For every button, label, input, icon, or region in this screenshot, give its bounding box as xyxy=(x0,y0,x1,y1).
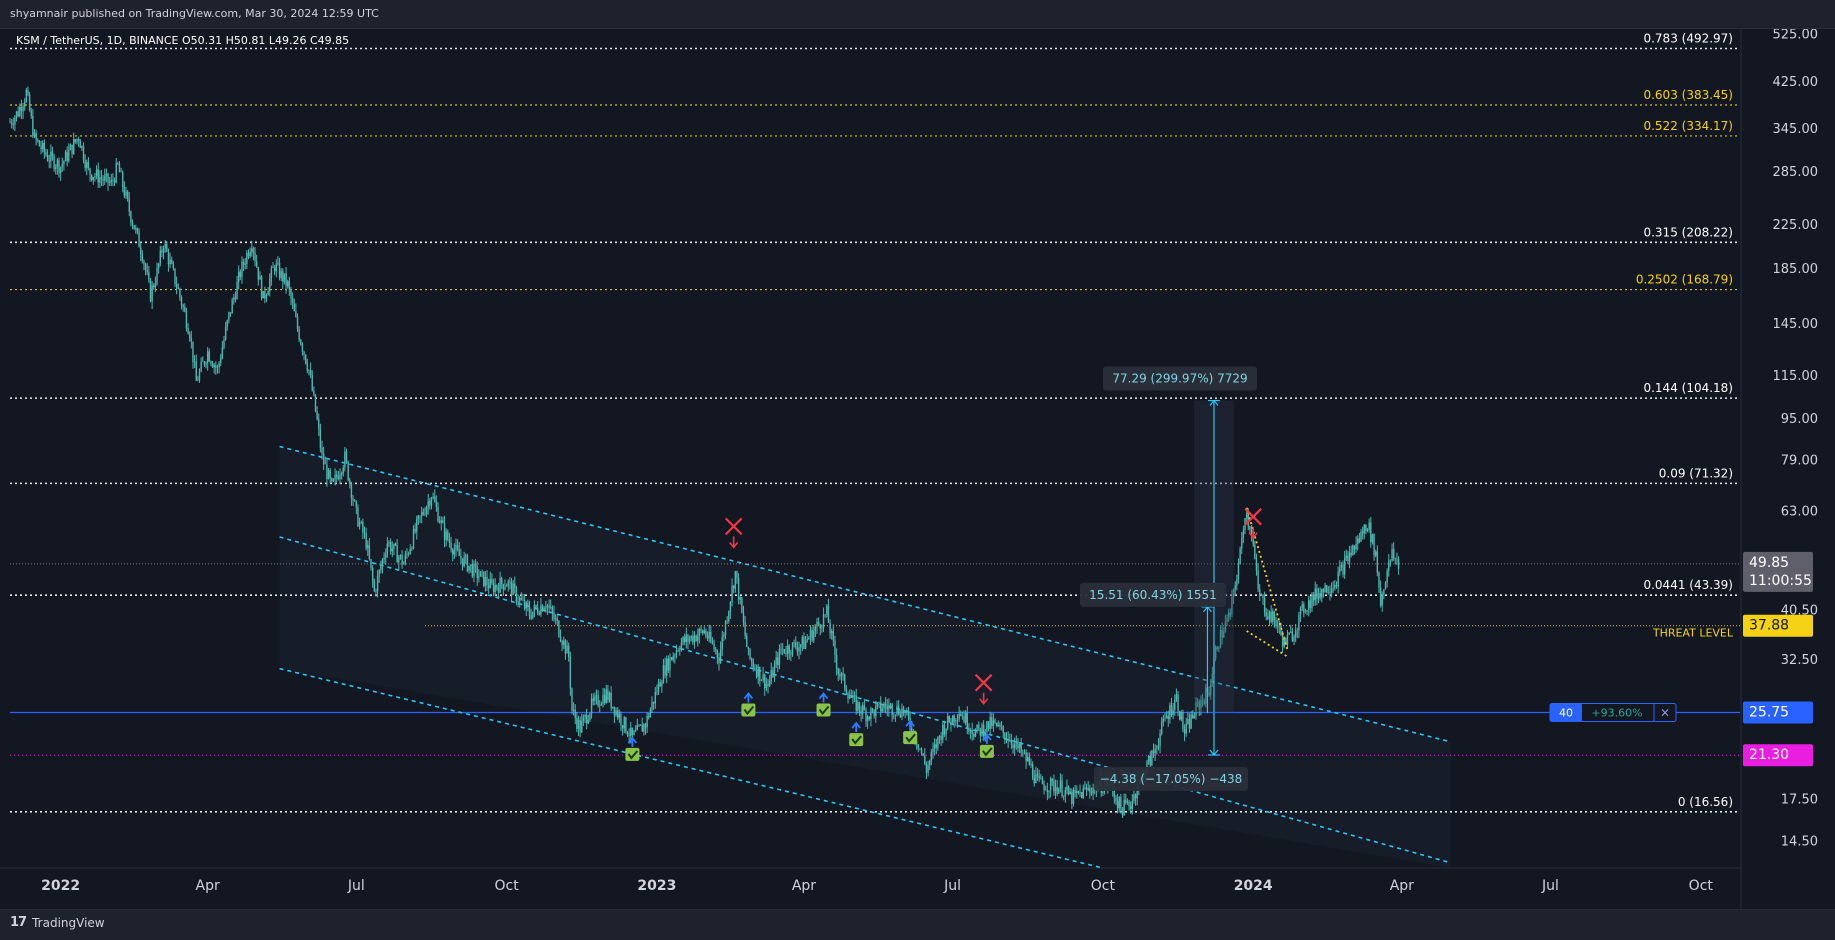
position-qty: 40 xyxy=(1559,707,1573,720)
position-badge[interactable]: 40 +93.60% × xyxy=(1549,703,1677,723)
footer-bar xyxy=(0,909,1835,940)
x-tick-label: Jul xyxy=(347,878,365,894)
y-tick-label: 14.50 xyxy=(1781,835,1818,850)
fib-level-label-6: 0.09 (71.32) xyxy=(1659,466,1733,480)
tradingview-brand[interactable]: 17 TradingView xyxy=(10,915,105,930)
check-marker-icon xyxy=(625,736,640,761)
x-tick-label: Oct xyxy=(1689,878,1714,894)
channel-line-2 xyxy=(279,667,1104,869)
position-level-tag-bg xyxy=(1743,701,1813,724)
y-tick-label: 32.50 xyxy=(1781,653,1818,668)
magenta-level-tag-text: 21.30 xyxy=(1749,747,1789,763)
cross-marker-icon xyxy=(724,517,743,549)
y-tick-label: 185.00 xyxy=(1773,262,1819,277)
threat-level-tag-text: 37.88 xyxy=(1749,618,1789,634)
wedge-line-1 xyxy=(1246,630,1288,658)
brand-label: TradingView xyxy=(32,915,105,930)
fib-level-label-0: 0.783 (492.97) xyxy=(1643,31,1733,45)
position-pct: +93.60% xyxy=(1591,707,1642,720)
cross-marker-icon xyxy=(974,673,993,705)
x-tick-label: Jul xyxy=(1541,878,1559,894)
y-tick-label: 425.00 xyxy=(1773,75,1819,90)
fib-level-label-8: 0 (16.56) xyxy=(1678,795,1733,809)
position-close-icon: × xyxy=(1660,706,1670,720)
measure-label-2: −4.38 (−17.05%) −438 xyxy=(1100,772,1243,786)
y-tick-label: 79.00 xyxy=(1781,453,1818,468)
last-price-tag-bg xyxy=(1743,551,1813,592)
last-price-tag-text: 11:00:55 xyxy=(1749,573,1812,589)
cross-marker-icon xyxy=(1244,507,1262,539)
check-marker-icon xyxy=(903,719,918,745)
measure-tool-1: 15.51 (60.43%) 1551 xyxy=(1080,582,1226,714)
check-marker-icon xyxy=(979,733,994,758)
check-marker-icon xyxy=(849,721,864,747)
fib-level-label-1: 0.603 (383.45) xyxy=(1643,88,1733,102)
y-tick-label: 285.00 xyxy=(1773,165,1819,180)
channel-line-1 xyxy=(279,536,1452,864)
x-tick-label: Oct xyxy=(495,878,520,894)
y-tick-label: 225.00 xyxy=(1773,218,1819,233)
x-tick-label: Apr xyxy=(792,878,816,894)
last-price-tag-text: 49.85 xyxy=(1749,555,1789,571)
x-tick-label: 2023 xyxy=(637,878,676,894)
symbol-info-text: KSM / TetherUS, 1D, BINANCE O50.31 H50.8… xyxy=(16,34,349,47)
x-tick-label: 2024 xyxy=(1234,878,1273,894)
channel-shading xyxy=(279,446,1451,868)
check-marker-icon xyxy=(816,692,831,717)
fib-level-label-7: 0.0441 (43.39) xyxy=(1643,578,1733,592)
y-tick-label: 63.00 xyxy=(1781,504,1818,519)
publish-header: shyamnair published on TradingView.com, … xyxy=(0,0,1835,29)
fib-level-label-4: 0.2502 (168.79) xyxy=(1636,273,1733,287)
threat-level-label: THREAT LEVEL xyxy=(1652,627,1734,640)
measure-label-1: 15.51 (60.43%) 1551 xyxy=(1089,588,1217,602)
y-tick-label: 17.50 xyxy=(1781,792,1818,807)
x-tick-label: Oct xyxy=(1091,878,1116,894)
check-marker-icon xyxy=(741,692,756,717)
measure-label-0: 77.29 (299.97%) 7729 xyxy=(1112,372,1247,386)
fib-level-label-3: 0.315 (208.22) xyxy=(1643,225,1733,239)
tradingview-logo-icon: 17 xyxy=(10,915,27,930)
y-tick-label: 115.00 xyxy=(1773,369,1819,384)
magenta-level-tag-bg xyxy=(1743,744,1813,767)
x-tick-label: Apr xyxy=(196,878,220,894)
y-tick-label: 345.00 xyxy=(1773,122,1819,137)
y-tick-label: 95.00 xyxy=(1781,412,1818,427)
measure-tool-2: −4.38 (−17.05%) −438 xyxy=(1094,712,1248,791)
x-tick-label: Jul xyxy=(943,878,961,894)
fib-level-label-2: 0.522 (334.17) xyxy=(1643,119,1733,133)
position-level-tag-text: 25.75 xyxy=(1749,705,1789,721)
x-tick-label: Apr xyxy=(1390,878,1414,894)
channel-line-0 xyxy=(279,445,1452,743)
published-by-text: shyamnair published on TradingView.com, … xyxy=(10,7,379,20)
threat-level-tag-bg xyxy=(1743,614,1813,637)
x-tick-label: 2022 xyxy=(41,878,80,894)
y-tick-label: 525.00 xyxy=(1773,27,1819,42)
y-tick-label: 145.00 xyxy=(1773,317,1819,332)
fib-level-label-5: 0.144 (104.18) xyxy=(1643,381,1733,395)
measure-tool-0: 77.29 (299.97%) 7729 xyxy=(1103,366,1257,713)
